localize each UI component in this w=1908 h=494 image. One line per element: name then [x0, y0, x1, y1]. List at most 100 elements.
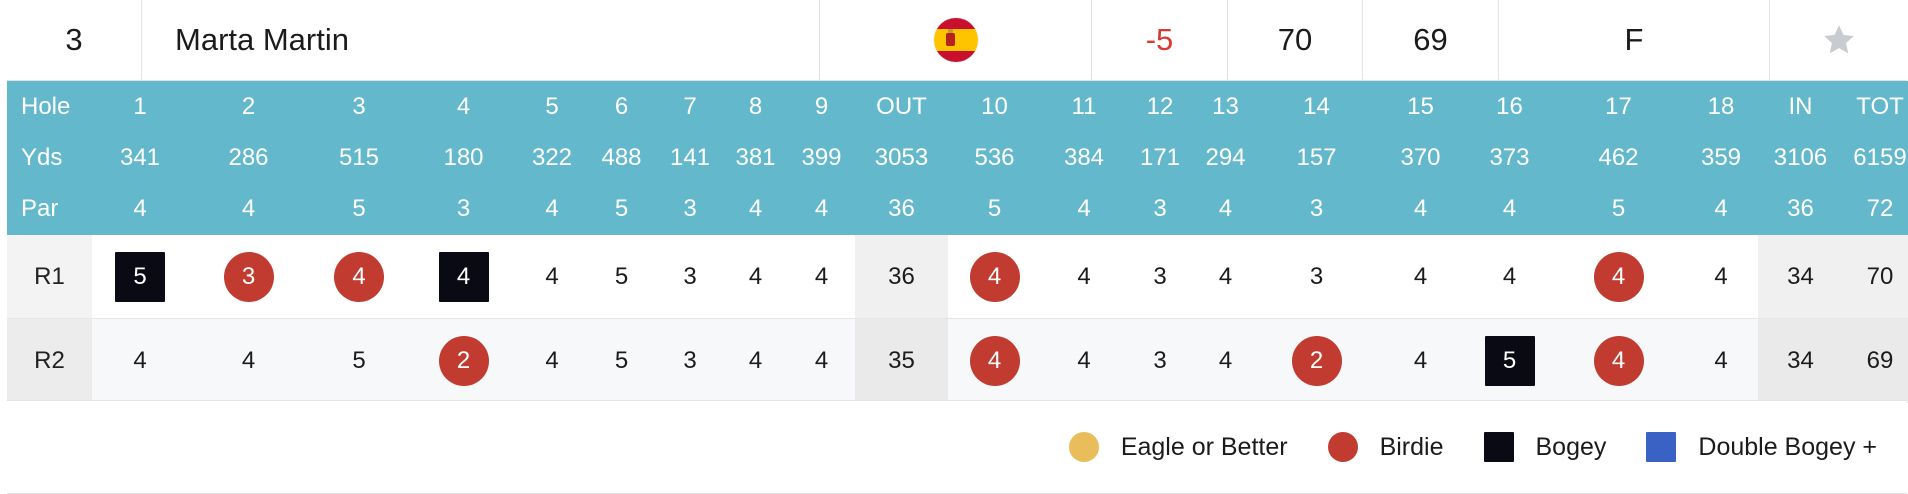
yards-row-cell: 141 [657, 133, 723, 183]
hole-score-cell: 4 [1193, 318, 1258, 403]
yards-row-cell: 384 [1041, 133, 1127, 183]
par-row-cell: 5 [1553, 183, 1684, 235]
hole-score-cell: 2 [1258, 318, 1375, 403]
hole-score: 4 [1218, 346, 1233, 374]
par-row-cell: 4 [1375, 183, 1466, 235]
hole-score-cell: 4 [1041, 235, 1127, 319]
hole-row-cell: 10 [948, 81, 1041, 133]
hole-score-cell: 4 [1553, 235, 1684, 319]
birdie-circle-icon [1327, 432, 1358, 462]
bogey-score-marker: 4 [438, 251, 489, 302]
hole-score: 4 [241, 346, 256, 374]
hole-row-cell: 11 [1041, 81, 1127, 133]
yards-row-cell: 536 [948, 133, 1041, 183]
hole-row-cell: 9 [788, 81, 855, 133]
spain-flag-icon [934, 18, 978, 62]
player-round-2-total: 69 [1363, 0, 1499, 80]
scorecard-table: Hole 1 2 3 4 5 6 7 8 9 OUT 10 11 12 13 14 15 16 17 18 IN TOT Y… [7, 81, 1908, 403]
hole-score-cell: 5 [586, 318, 657, 403]
hole-score-cell: 4 [723, 235, 788, 319]
hole-row-cell: IN [1758, 81, 1843, 133]
yards-row-cell: 171 [1127, 133, 1193, 183]
round-row-r2: R2 4 4 5 2 4 5 3 4 4 35 4 4 3 4 2 4 5 4 4 34 69 [7, 318, 1908, 403]
yards-row-cell: 373 [1466, 133, 1553, 183]
hole-score-cell: 3 [1127, 235, 1193, 319]
birdie-score-marker: 4 [969, 251, 1020, 302]
hole-row-cell: 16 [1466, 81, 1553, 133]
eagle-circle-icon [1068, 432, 1099, 462]
par-row-cell: 3 [657, 183, 723, 235]
birdie-score-marker: 4 [334, 251, 384, 302]
bogey-score-marker: 5 [115, 251, 165, 302]
hole-row-cell: 17 [1553, 81, 1684, 133]
hole-score-cell: 4 [518, 318, 586, 403]
hole-score: 4 [545, 262, 559, 290]
par-row-cell: 4 [723, 183, 788, 235]
legend-label: Birdie [1379, 432, 1444, 461]
hole-score: 4 [1218, 262, 1233, 290]
yards-row-cell: 3106 [1758, 133, 1843, 183]
double-bogey-square-icon [1646, 432, 1677, 462]
yards-row-cell: 462 [1553, 133, 1684, 183]
par-row-cell: 5 [586, 183, 657, 235]
round-row-r1: R1 5 3 4 4 4 5 3 4 4 36 4 4 3 4 3 4 4 4 4 34 70 [7, 235, 1908, 319]
hole-row-cell: 3 [309, 81, 409, 133]
hole-score: 3 [1153, 346, 1167, 374]
hole-score: 4 [1413, 346, 1428, 374]
hole-score: 3 [1153, 262, 1167, 290]
hole-score-cell: 4 [1684, 235, 1758, 319]
hole-row-cell: 13 [1193, 81, 1258, 133]
par-row-cell: 4 [1041, 183, 1127, 235]
par-row-cell: 4 [788, 183, 855, 235]
round-subtotal: 35 [855, 318, 948, 403]
scorecard-body: Hole 1 2 3 4 5 6 7 8 9 OUT 10 11 12 13 14 15 16 17 18 IN TOT Y… [7, 81, 1908, 403]
yards-row-cell: 322 [518, 133, 586, 183]
player-to-par: -5 [1092, 0, 1228, 80]
hole-score-cell: 3 [188, 235, 309, 319]
legend-item: Bogey [1483, 432, 1606, 462]
birdie-score-marker: 4 [1593, 335, 1644, 386]
hole-score: 4 [748, 262, 763, 290]
yards-row-cell: 359 [1684, 133, 1758, 183]
birdie-score-marker: 4 [1593, 251, 1644, 302]
par-row-label: Par [7, 183, 92, 235]
yards-row-cell: 286 [188, 133, 309, 183]
hole-score-cell: 4 [1375, 318, 1466, 403]
hole-row-label: Hole [7, 81, 92, 133]
hole-score-cell: 4 [948, 235, 1041, 319]
yards-row-label: Yds [7, 133, 92, 183]
hole-score-cell: 3 [657, 318, 723, 403]
par-row: Par 4 4 5 3 4 5 3 4 4 36 5 4 3 4 3 4 4 5 4 36 72 [7, 183, 1908, 235]
hole-score: 4 [1502, 262, 1517, 290]
hole-score-cell: 3 [1127, 318, 1193, 403]
hole-row-cell: 15 [1375, 81, 1466, 133]
favorite-button[interactable] [1770, 0, 1907, 80]
hole-score-cell: 3 [657, 235, 723, 319]
hole-score-cell: 4 [1553, 318, 1684, 403]
hole-score-cell: 5 [586, 235, 657, 319]
hole-score: 4 [1077, 262, 1091, 290]
round-subtotal: 70 [1843, 235, 1908, 319]
hole-score: 4 [1077, 346, 1091, 374]
hole-score: 4 [1714, 262, 1728, 290]
hole-score-cell: 2 [409, 318, 518, 403]
par-row-cell: 4 [1684, 183, 1758, 235]
round-subtotal: 34 [1758, 318, 1843, 403]
hole-score: 4 [814, 262, 829, 290]
star-icon[interactable] [1821, 22, 1857, 58]
par-row-cell: 36 [855, 183, 948, 235]
legend-item: Birdie [1327, 432, 1444, 462]
hole-score-cell: 4 [188, 318, 309, 403]
par-row-cell: 5 [309, 183, 409, 235]
yards-row-cell: 294 [1193, 133, 1258, 183]
player-summary-row[interactable]: 3 Marta Martin -5 70 69 F [7, 0, 1907, 81]
yards-row-cell: 370 [1375, 133, 1466, 183]
hole-score: 4 [748, 346, 763, 374]
hole-score-cell: 4 [1684, 318, 1758, 403]
hole-score-cell: 5 [92, 235, 188, 319]
yards-row-cell: 515 [309, 133, 409, 183]
hole-score: 4 [545, 346, 559, 374]
par-row-cell: 4 [1466, 183, 1553, 235]
yards-row-cell: 381 [723, 133, 788, 183]
